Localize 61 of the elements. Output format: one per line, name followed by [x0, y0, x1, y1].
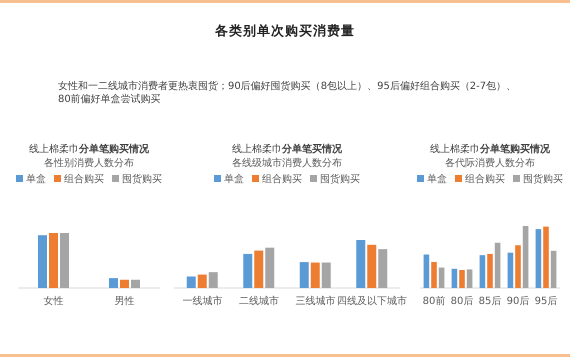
bar	[466, 269, 472, 288]
chart-title: 线上棉柔巾分单笔购买情况	[29, 143, 150, 155]
bar	[487, 254, 493, 288]
text: 女性和一二线城市消费者更热衷囤货；90后偏好囤货购买（8包以上）、95后偏好组合购买（2-7包）、80前偏好单盒尝试购买	[58, 80, 518, 106]
x-tick-label: 80前	[422, 295, 446, 307]
bar	[508, 252, 514, 288]
bar	[550, 250, 556, 288]
bar	[480, 255, 486, 288]
bar	[438, 268, 444, 288]
legend-label: 单盒	[427, 174, 447, 185]
bar	[300, 262, 309, 288]
bar	[186, 276, 196, 288]
x-tick-label: 85后	[478, 295, 502, 307]
x-tick-label: 三线城市	[295, 295, 336, 307]
x-tick-label: 四线及以下城市	[336, 295, 407, 307]
chart-subtitle: 各线级城市消费人数分布	[232, 157, 342, 169]
bar	[536, 229, 542, 288]
bar	[120, 280, 129, 288]
x-tick-label: 95后	[534, 295, 558, 307]
x-tick-label: 男性	[114, 295, 134, 307]
bar	[38, 235, 47, 288]
bar	[452, 268, 458, 288]
bar	[254, 250, 264, 288]
bar	[515, 245, 521, 288]
x-tick-label: 二线城市	[238, 295, 279, 307]
legend-label: 组合购买	[262, 174, 302, 185]
legend-label: 囤货购买	[320, 174, 360, 185]
legend-label: 组合购买	[465, 174, 505, 185]
bar	[243, 254, 252, 288]
chart-subtitle: 各代际消费人数分布	[445, 157, 535, 169]
x-tick-label: 80后	[450, 295, 474, 307]
x-tick-label: 一线城市	[182, 295, 222, 307]
bar	[522, 226, 528, 288]
bar	[322, 262, 331, 288]
bar	[265, 248, 274, 288]
bar	[367, 244, 376, 288]
text: 各类别单次购买消费量	[214, 23, 356, 40]
bar	[310, 262, 320, 288]
bar	[109, 278, 118, 288]
bar	[356, 240, 366, 288]
bar	[424, 254, 430, 288]
legend-label: 单盒	[224, 174, 244, 185]
x-tick-label: 90后	[506, 295, 530, 307]
bar	[49, 233, 58, 288]
bar	[543, 226, 549, 288]
legend-label: 组合购买	[64, 174, 104, 185]
bar	[131, 280, 140, 288]
chart-title: 线上棉柔巾分单笔买情况	[232, 143, 343, 155]
legend-label: 囤货购买	[122, 174, 162, 185]
bar	[431, 262, 437, 288]
bar	[60, 233, 69, 288]
chart-subtitle: 各性别消费人数分布	[44, 157, 134, 169]
bar	[198, 274, 207, 288]
x-tick-label: 女性	[44, 295, 64, 307]
chart-title: 线上棉柔巾分单笔购买情况	[430, 143, 551, 155]
bar	[208, 272, 218, 288]
legend-label: 囤货购买	[523, 174, 563, 185]
bar	[494, 242, 500, 288]
legend-label: 单盒	[26, 174, 46, 185]
bar	[459, 270, 465, 288]
bar	[378, 249, 388, 288]
